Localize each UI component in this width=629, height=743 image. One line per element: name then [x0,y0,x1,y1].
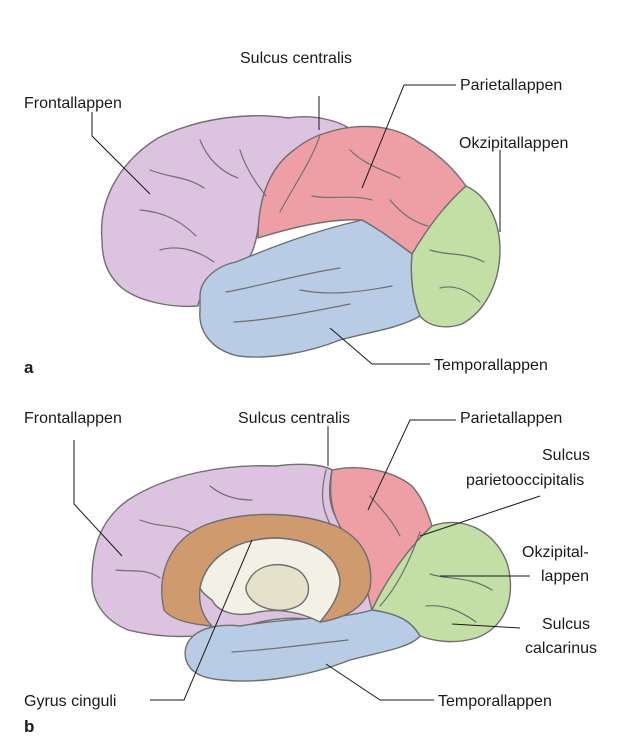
occipital-lobe-b [371,521,512,643]
label-temporallappen-a: Temporallappen [434,357,548,374]
occipital-lobe-a [410,185,501,328]
label-sulcus-centralis-b: Sulcus centralis [238,410,350,427]
label-temporallappen-b: Temporallappen [438,693,552,710]
leader-lines-a [91,84,501,365]
panel-b-medial-view: Frontallappen Sulcus centralis Parietall… [24,410,597,736]
label-okzipitallappen-a: Okzipitallappen [459,135,568,152]
label-sulcus-parietooccipitalis-line1: Sulcus [542,447,590,464]
panel-a-lateral-view: Sulcus centralis Frontallappen Parietall… [24,50,568,377]
thalamus-b [245,563,310,611]
label-parietallappen-b: Parietallappen [460,410,562,427]
panel-letter-b: b [24,717,34,736]
temporal-lobe-a [199,219,421,358]
label-sulcus-calcarinus-line1: Sulcus [542,616,590,633]
label-sulcus-centralis-a: Sulcus centralis [240,50,352,67]
label-gyrus-cinguli: Gyrus cinguli [24,693,116,710]
sulci-a [139,134,485,323]
label-okzipitallappen-b-line1: Okzipital- [522,544,589,561]
label-parietallappen-a: Parietallappen [460,77,562,94]
label-sulcus-calcarinus-line2: calcarinus [525,640,597,657]
label-frontallappen-b: Frontallappen [24,410,122,427]
label-okzipitallappen-b-line2: lappen [541,568,589,585]
label-frontallappen-a: Frontallappen [24,95,122,112]
leader-lines-b [73,419,541,701]
label-sulcus-parietooccipitalis-line2: parietooccipitalis [466,472,584,489]
sulci-b [115,469,493,653]
panel-letter-a: a [24,358,34,377]
